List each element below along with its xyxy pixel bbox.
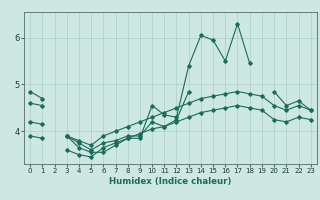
X-axis label: Humidex (Indice chaleur): Humidex (Indice chaleur) [109,177,232,186]
